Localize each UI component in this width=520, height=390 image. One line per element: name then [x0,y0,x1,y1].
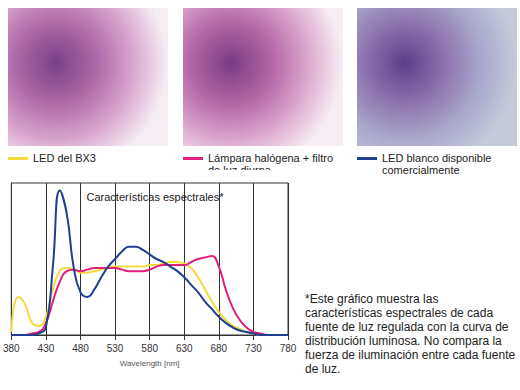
svg-text:Wavelength [nm]: Wavelength [nm] [120,359,180,368]
svg-text:630: 630 [176,343,193,354]
svg-text:580: 580 [141,343,158,354]
svg-text:380: 380 [3,343,20,354]
svg-text:480: 480 [72,343,89,354]
svg-text:680: 680 [210,343,227,354]
svg-text:780: 780 [280,343,297,354]
svg-text:530: 530 [107,343,124,354]
svg-text:Características espectrales*: Características espectrales* [87,191,225,203]
html-text:LED del BX3: LED del BX3 [33,152,96,164]
html-text:LED blanco disponible comercia: LED blanco disponible comercialmente [382,152,492,176]
svg-text:430: 430 [38,343,55,354]
html-text:Lámpara halógena + filtro de l: Lámpara halógena + filtro de luz diurna [208,152,334,176]
html-text:*Este gráfico muestra las cara: *Este gráfico muestra las característica… [305,292,516,376]
svg-text:730: 730 [245,343,262,354]
